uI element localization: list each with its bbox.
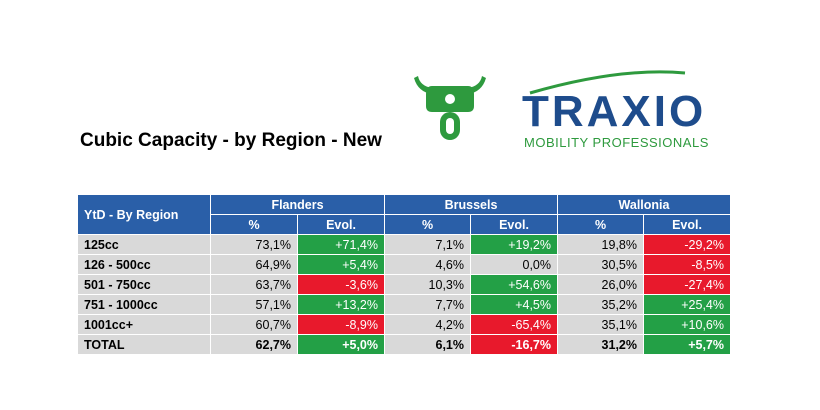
pct-cell: 62,7% [210, 334, 298, 355]
evol-cell: -3,6% [297, 274, 385, 295]
corner-header: YtD - By Region [77, 194, 211, 235]
pct-cell: 64,9% [210, 254, 298, 275]
pct-cell: 60,7% [210, 314, 298, 335]
pct-header: % [210, 214, 298, 235]
evol-cell: +5,4% [297, 254, 385, 275]
evol-cell: +10,6% [643, 314, 731, 335]
capacity-table: YtD - By Region Flanders Brussels Wallon… [77, 194, 731, 355]
logo-tagline: MOBILITY PROFESSIONALS [524, 135, 709, 150]
logo-swoosh [529, 70, 686, 95]
motorcycle-icon [414, 76, 486, 140]
evol-header: Evol. [470, 214, 558, 235]
region-header: Wallonia [557, 194, 731, 215]
pct-cell: 4,2% [384, 314, 471, 335]
row-label: 125cc [77, 234, 211, 255]
region-header: Brussels [384, 194, 558, 215]
row-label: 501 - 750cc [77, 274, 211, 295]
pct-cell: 35,1% [557, 314, 644, 335]
evol-cell: +71,4% [297, 234, 385, 255]
pct-cell: 6,1% [384, 334, 471, 355]
pct-cell: 73,1% [210, 234, 298, 255]
evol-header: Evol. [643, 214, 731, 235]
pct-cell: 35,2% [557, 294, 644, 315]
table-header-row: YtD - By Region Flanders Brussels Wallon… [77, 194, 731, 235]
evol-cell: -8,9% [297, 314, 385, 335]
evol-header: Evol. [297, 214, 385, 235]
evol-cell: -65,4% [470, 314, 558, 335]
evol-cell: -16,7% [470, 334, 558, 355]
traxio-logo: TRAXIO MOBILITY PROFESSIONALS [520, 65, 735, 155]
evol-cell: +5,0% [297, 334, 385, 355]
evol-cell: -8,5% [643, 254, 731, 275]
table-row: 125cc 73,1% +71,4% 7,1% +19,2% 19,8% -29,2% [77, 234, 731, 255]
table-row: 751 - 1000cc 57,1% +13,2% 7,7% +4,5% 35,2% +25… [77, 294, 731, 315]
evol-cell: +54,6% [470, 274, 558, 295]
pct-cell: 57,1% [210, 294, 298, 315]
evol-cell: +13,2% [297, 294, 385, 315]
total-row: TOTAL 62,7% +5,0% 6,1% -16,7% 31,2% +5,7% [77, 334, 731, 355]
page-title: Cubic Capacity - by Region - New [80, 130, 382, 151]
pct-header: % [384, 214, 471, 235]
region-header: Flanders [210, 194, 385, 215]
table-row: 501 - 750cc 63,7% -3,6% 10,3% +54,6% 26,0% -27… [77, 274, 731, 295]
evol-cell: +25,4% [643, 294, 731, 315]
evol-cell: +4,5% [470, 294, 558, 315]
pct-header: % [557, 214, 644, 235]
row-label: 751 - 1000cc [77, 294, 211, 315]
row-label: 1001cc+ [77, 314, 211, 335]
evol-cell: -27,4% [643, 274, 731, 295]
table-row: 126 - 500cc 64,9% +5,4% 4,6% 0,0% 30,5% -8,5% [77, 254, 731, 275]
logo-brand: TRAXIO [522, 87, 707, 136]
pct-cell: 63,7% [210, 274, 298, 295]
pct-cell: 10,3% [384, 274, 471, 295]
pct-cell: 30,5% [557, 254, 644, 275]
pct-cell: 26,0% [557, 274, 644, 295]
pct-cell: 4,6% [384, 254, 471, 275]
pct-cell: 7,1% [384, 234, 471, 255]
row-label: 126 - 500cc [77, 254, 211, 275]
evol-cell: +19,2% [470, 234, 558, 255]
table-row: 1001cc+ 60,7% -8,9% 4,2% -65,4% 35,1% +10,6% [77, 314, 731, 335]
evol-cell: -29,2% [643, 234, 731, 255]
evol-cell: 0,0% [470, 254, 558, 275]
evol-cell: +5,7% [643, 334, 731, 355]
pct-cell: 19,8% [557, 234, 644, 255]
row-label: TOTAL [77, 334, 211, 355]
pct-cell: 31,2% [557, 334, 644, 355]
pct-cell: 7,7% [384, 294, 471, 315]
